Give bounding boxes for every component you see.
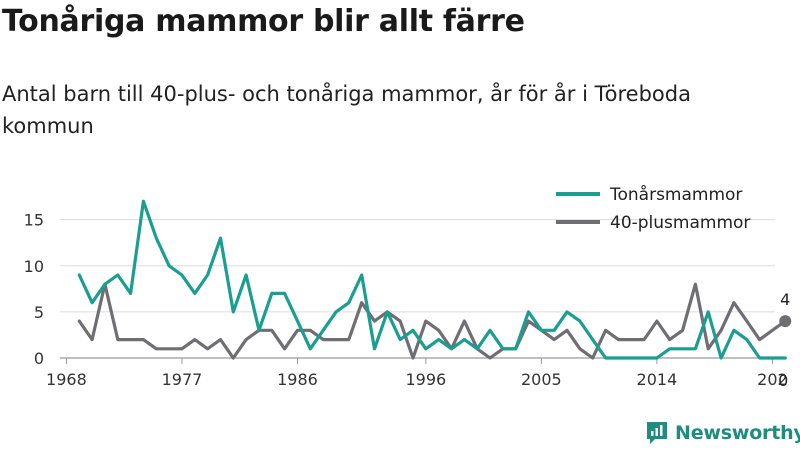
brand-name: Newsworthy bbox=[675, 422, 800, 444]
y-tick-label: 0 bbox=[34, 349, 44, 368]
legend-label: Tonårsmammor bbox=[609, 184, 742, 205]
x-tick-label: 2005 bbox=[521, 370, 562, 389]
y-tick-label: 10 bbox=[24, 257, 44, 276]
end-point-marker bbox=[779, 315, 792, 328]
chart-subtitle: Antal barn till 40-plus- och tonåriga ma… bbox=[2, 82, 691, 138]
end-value-label: 4 bbox=[780, 290, 790, 309]
x-tick-label: 1977 bbox=[162, 370, 203, 389]
x-tick-label: 202 bbox=[757, 370, 788, 389]
newsworthy-icon bbox=[647, 422, 667, 444]
x-tick-label: 1986 bbox=[277, 370, 318, 389]
x-tick-label: 1968 bbox=[46, 370, 87, 389]
x-tick-label: 1996 bbox=[405, 370, 446, 389]
legend-label: 40-plusmammor bbox=[610, 213, 750, 233]
y-tick-label: 5 bbox=[34, 303, 44, 322]
chart-title: Tonåriga mammor blir allt färre bbox=[2, 4, 525, 39]
y-tick-label: 15 bbox=[24, 211, 44, 230]
series-line-40-plusmammor bbox=[77, 282, 787, 360]
series-line-tonarsmammor bbox=[77, 199, 787, 360]
end-value-label: 0 bbox=[778, 371, 788, 390]
x-tick-label: 2014 bbox=[637, 370, 678, 389]
newsworthy-logo: Newsworthy bbox=[645, 420, 800, 446]
